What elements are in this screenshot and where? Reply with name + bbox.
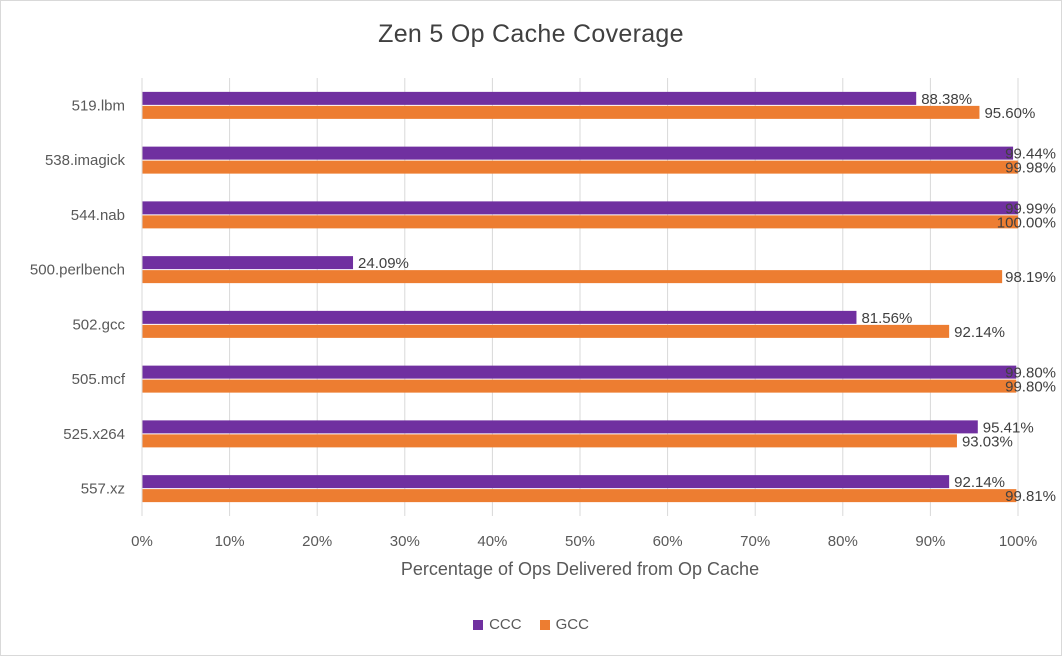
x-tick-label: 60% <box>653 533 683 550</box>
data-label-gcc: 99.98% <box>1005 160 1056 177</box>
category-label: 544.nab <box>71 207 125 224</box>
bar-ccc <box>142 420 978 434</box>
x-tick-label: 50% <box>565 533 595 550</box>
chart-title: Zen 5 Op Cache Coverage <box>378 20 684 48</box>
x-tick-label: 80% <box>828 533 858 550</box>
category-label: 525.x264 <box>63 426 125 443</box>
bar-ccc <box>142 475 950 489</box>
bar-gcc <box>142 160 1018 174</box>
legend-item-ccc: CCC <box>473 616 522 633</box>
legend-item-gcc: GCC <box>539 616 589 633</box>
category-label: 519.lbm <box>72 97 125 114</box>
bar-gcc <box>142 105 980 119</box>
category-label: 500.perlbench <box>30 262 125 279</box>
data-label-ccc: 99.44% <box>1005 146 1056 163</box>
data-label-gcc: 99.81% <box>1005 488 1056 505</box>
category-label: 538.imagick <box>45 152 126 169</box>
legend: CCC GCC <box>0 616 1062 633</box>
legend-swatch-gcc <box>539 619 550 630</box>
data-label-ccc: 99.99% <box>1005 200 1056 217</box>
data-label-ccc: 99.80% <box>1005 365 1056 382</box>
legend-label-ccc: CCC <box>489 616 522 633</box>
x-tick-label: 100% <box>999 533 1037 550</box>
data-label-gcc: 95.60% <box>984 105 1035 122</box>
data-label-ccc: 88.38% <box>921 91 972 108</box>
data-label-gcc: 99.80% <box>1005 379 1056 396</box>
bar-ccc <box>142 91 917 105</box>
legend-swatch-ccc <box>473 619 484 630</box>
x-tick-label: 20% <box>302 533 332 550</box>
x-tick-label: 30% <box>390 533 420 550</box>
bar-ccc <box>142 310 857 324</box>
data-label-ccc: 92.14% <box>954 474 1005 491</box>
x-tick-label: 40% <box>477 533 507 550</box>
bar-gcc <box>142 489 1017 503</box>
legend-label-gcc: GCC <box>555 616 589 633</box>
data-label-gcc: 92.14% <box>954 324 1005 341</box>
x-tick-label: 70% <box>740 533 770 550</box>
bar-ccc <box>142 201 1018 215</box>
x-tick-label: 90% <box>915 533 945 550</box>
data-label-ccc: 81.56% <box>861 310 912 327</box>
x-tick-label: 10% <box>215 533 245 550</box>
bar-ccc <box>142 146 1014 160</box>
bar-ccc <box>142 365 1017 379</box>
data-label-ccc: 95.41% <box>983 419 1034 436</box>
data-label-ccc: 24.09% <box>358 255 409 272</box>
data-label-gcc: 98.19% <box>1005 269 1056 286</box>
data-label-gcc: 93.03% <box>962 433 1013 450</box>
x-axis-title: Percentage of Ops Delivered from Op Cach… <box>400 559 760 579</box>
bar-gcc <box>142 324 950 338</box>
bar-gcc <box>142 215 1018 229</box>
x-tick-label: 0% <box>131 533 153 550</box>
bar-gcc <box>142 379 1017 393</box>
category-label: 557.xz <box>81 481 125 498</box>
bar-ccc <box>142 256 354 270</box>
category-label: 505.mcf <box>72 371 126 388</box>
bar-gcc <box>142 270 1003 284</box>
data-label-gcc: 100.00% <box>997 214 1056 231</box>
category-label: 502.gcc <box>72 316 125 333</box>
bar-gcc <box>142 434 957 448</box>
